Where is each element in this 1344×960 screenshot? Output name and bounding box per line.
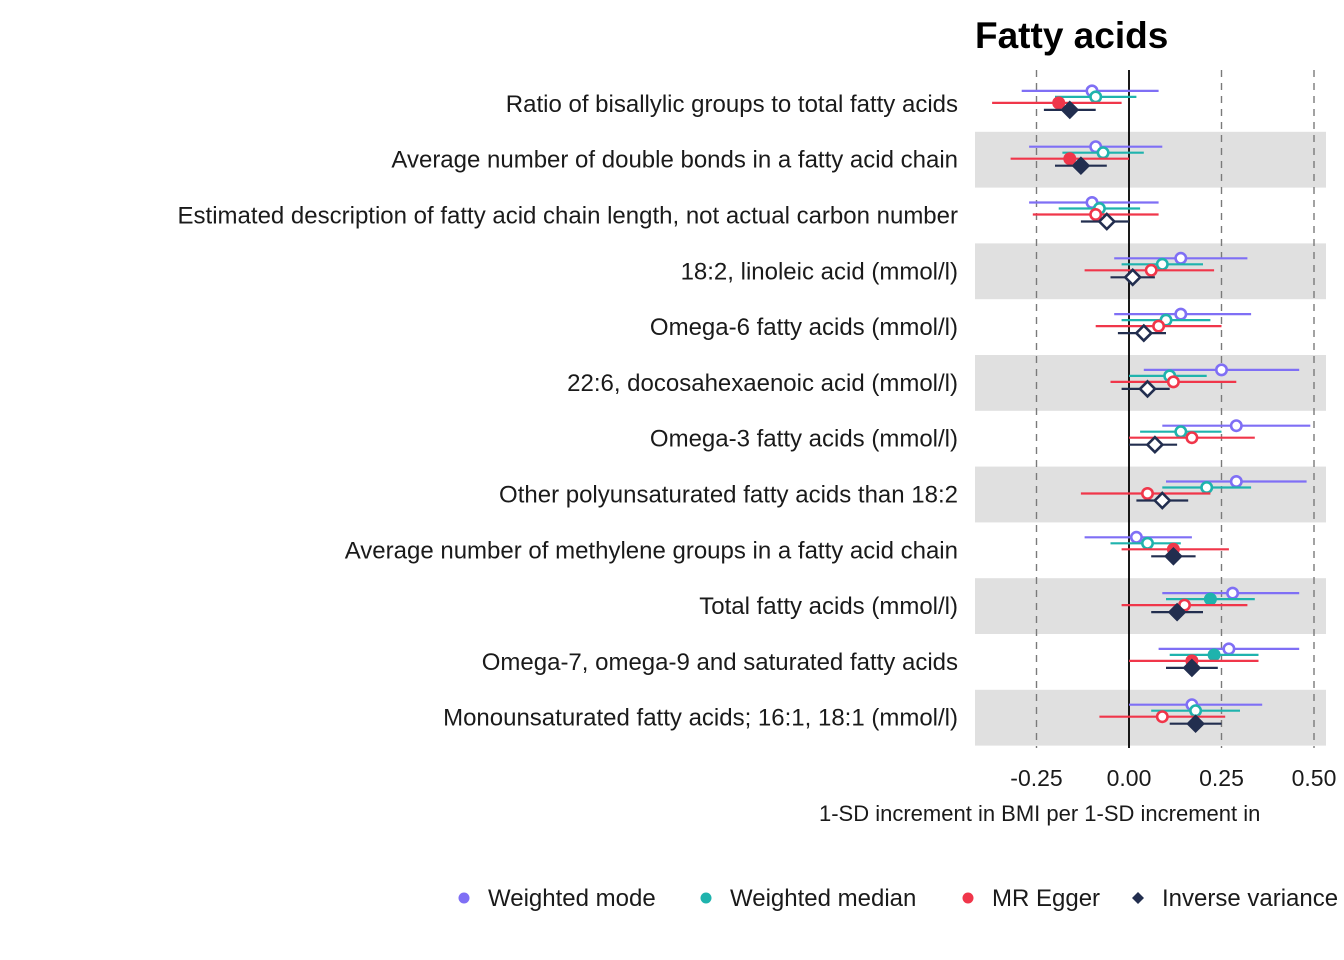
estimate-point	[1052, 96, 1066, 110]
estimate-point	[1166, 375, 1180, 389]
legend-label: Weighted median	[730, 885, 916, 912]
category-label: Omega-3 fatty acids (mmol/l)	[650, 426, 958, 453]
estimate-point	[1155, 710, 1169, 724]
legend-label: Weighted mode	[488, 885, 656, 912]
reference-lines	[1035, 70, 1315, 748]
estimate-point	[1174, 425, 1188, 439]
estimate-point	[1096, 146, 1110, 160]
legend-key	[962, 892, 974, 904]
estimate-point	[1222, 642, 1236, 656]
category-label: 22:6, docosahexaenoic acid (mmol/l)	[567, 370, 958, 397]
estimate-point	[1097, 212, 1117, 231]
legend-label: MR Egger	[992, 885, 1100, 912]
estimate-point	[1182, 658, 1202, 678]
estimate-point	[1071, 156, 1091, 176]
estimate-point	[1060, 100, 1080, 120]
estimate-point	[1123, 267, 1143, 287]
estimate-point	[1200, 480, 1214, 494]
estimate-point	[1152, 491, 1172, 510]
row-12	[1099, 698, 1263, 734]
estimate-point	[1144, 263, 1158, 277]
estimate-point	[1207, 648, 1221, 662]
row-6	[1110, 363, 1300, 399]
row-5	[1095, 307, 1252, 343]
estimate-point	[1215, 363, 1229, 377]
estimate-point	[1134, 323, 1154, 343]
category-label: Other polyunsaturated fatty acids than 1…	[499, 482, 958, 509]
estimate-point	[1203, 592, 1217, 606]
row-7	[1129, 419, 1311, 455]
estimate-point	[1229, 474, 1243, 488]
legend-key	[458, 892, 470, 904]
legend: Weighted mode Weighted median MR Egger Inve…	[458, 885, 1344, 912]
category-label: Monounsaturated fatty acids; 16:1, 18:1 …	[443, 705, 958, 732]
x-tick-label: 0.25	[1199, 765, 1244, 791]
row-11	[1129, 642, 1300, 678]
x-tick-label: 0.50	[1292, 765, 1337, 791]
category-label: Total fatty acids (mmol/l)	[699, 593, 958, 620]
estimate-point	[1089, 90, 1103, 104]
category-labels: Ratio of bisallylic groups to total fatt…	[178, 91, 958, 732]
legend-key	[700, 892, 712, 904]
legend-key	[1132, 892, 1144, 904]
estimate-point	[1141, 536, 1155, 550]
legend-label: Inverse variance weighted	[1162, 885, 1344, 912]
estimate-point	[1189, 704, 1203, 718]
estimate-point	[1152, 319, 1166, 333]
estimate-point	[1155, 257, 1169, 271]
category-label: Ratio of bisallylic groups to total fatt…	[506, 91, 958, 118]
category-label: Average number of methylene groups in a …	[345, 537, 958, 564]
estimate-point	[1138, 379, 1157, 399]
category-label: Omega-7, omega-9 and saturated fatty aci…	[482, 649, 958, 676]
estimate-point	[1185, 431, 1199, 445]
row-9	[1084, 530, 1229, 566]
estimate-point	[1174, 251, 1188, 265]
row-4	[1084, 251, 1248, 287]
category-label: 18:2, linoleic acid (mmol/l)	[681, 258, 958, 285]
row-8	[1080, 474, 1307, 510]
estimate-point	[1229, 419, 1243, 433]
row-2	[1010, 140, 1163, 176]
estimate-point	[1141, 486, 1155, 500]
estimate-point	[1089, 208, 1103, 222]
row-3	[1029, 196, 1159, 231]
x-tick-label: 0.00	[1107, 765, 1152, 791]
estimate-point	[1164, 546, 1183, 566]
x-tick-label: -0.25	[1010, 765, 1062, 791]
estimate-point	[1226, 586, 1240, 600]
row-10	[1121, 586, 1300, 622]
estimate-point	[1167, 602, 1187, 622]
x-tick-labels: -0.25 0.00 0.25 0.50	[1010, 765, 1336, 791]
estimate-point	[1174, 307, 1188, 321]
estimate-rows	[992, 84, 1311, 734]
row-1	[992, 84, 1159, 120]
category-label: Omega-6 fatty acids (mmol/l)	[650, 314, 958, 341]
estimate-point	[1063, 152, 1077, 166]
estimate-point	[1186, 714, 1205, 734]
estimate-point	[1129, 530, 1143, 544]
x-axis-title: 1-SD increment in BMI per 1-SD increment…	[819, 801, 1260, 826]
category-label: Average number of double bonds in a fatt…	[391, 147, 958, 174]
category-label: Estimated description of fatty acid chai…	[178, 203, 958, 230]
estimate-point	[1145, 435, 1165, 455]
chart-title: Fatty acids	[975, 15, 1168, 56]
